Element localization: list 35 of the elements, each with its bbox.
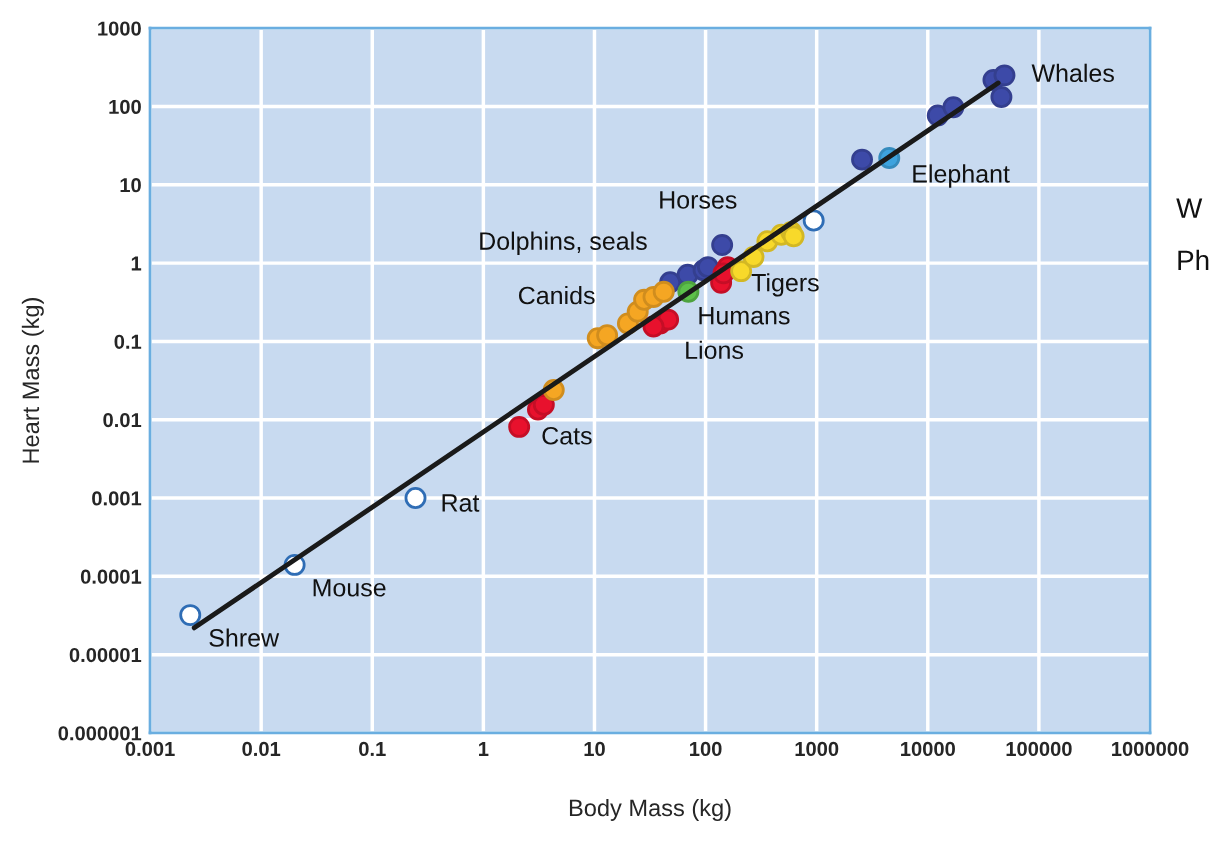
text: Ph <box>1178 249 1209 270</box>
annotation: Canids <box>518 286 595 305</box>
x-tick-label: 10000 <box>901 741 955 757</box>
annotation: Humans <box>699 307 790 325</box>
annotation: Whales <box>1031 63 1114 83</box>
x-axis-title: Body Mass (kg) <box>569 798 731 821</box>
y-tick-label: 1000 <box>98 21 141 36</box>
x-tick-label: 100 <box>690 741 722 757</box>
annotation: Cats <box>542 426 592 445</box>
annotation: Lions <box>686 340 744 360</box>
annotation: Dolphins, seals <box>480 231 647 255</box>
y-axis-title: Heart Mass (kg) <box>21 298 44 463</box>
annotation: Rat <box>442 494 480 512</box>
y-tick-label: 0.001 <box>92 491 142 506</box>
annotation: Shrew <box>209 628 280 647</box>
y-tick-label: 0.0001 <box>80 569 142 584</box>
x-tick-label: 0.01 <box>242 741 281 757</box>
annotation: Mouse <box>313 579 386 597</box>
y-tick-label: 0.01 <box>103 412 142 428</box>
y-tick-label: 100 <box>109 99 141 115</box>
x-tick-label: 1000 <box>795 741 839 757</box>
x-tick-label: 100000 <box>1006 741 1072 757</box>
annotation: Tigers <box>751 273 819 297</box>
annotation: Horses <box>660 191 737 209</box>
y-tick-label: 0.00001 <box>69 647 142 663</box>
x-tick-label: 1 <box>479 742 489 756</box>
y-tick-label: 0.000001 <box>58 726 142 741</box>
y-tick-label: 1 <box>131 256 142 271</box>
y-tick-label: 0.1 <box>114 334 142 349</box>
x-tick-label: 0.1 <box>359 741 386 757</box>
x-tick-label: 10 <box>584 741 605 757</box>
text: W <box>1176 198 1203 218</box>
y-tick-label: 10 <box>120 178 141 193</box>
annotation: Elephant <box>913 164 1010 188</box>
x-tick-label: 1000000 <box>1112 741 1189 757</box>
